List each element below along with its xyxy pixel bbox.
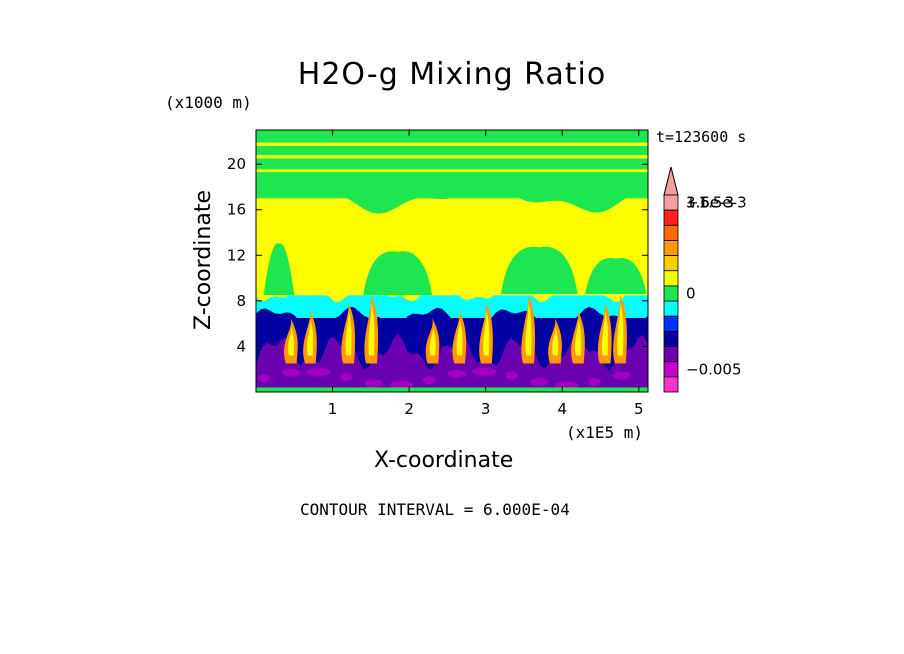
contour-band — [256, 169, 648, 173]
contour-band — [282, 368, 301, 377]
contour-band — [256, 285, 648, 303]
y-axis-unit-label: (x1000 m) — [165, 93, 252, 112]
contour-band — [612, 371, 631, 380]
contour-band — [554, 381, 579, 390]
contour-band — [368, 303, 375, 356]
colorbar-segment — [663, 361, 679, 378]
contour-band — [256, 142, 648, 146]
contour-band — [456, 319, 463, 356]
y-tick-label: 8 — [236, 292, 246, 310]
x-tick-label: 2 — [404, 400, 414, 418]
contour-band — [288, 327, 295, 356]
contour-band — [257, 374, 270, 383]
chart-title: H2O-g Mixing Ratio — [297, 57, 607, 92]
colorbar-label: −0.005 — [686, 360, 742, 378]
colorbar: 3.6e-31.5e-3 0 −1.5e-3 −0.005 — [663, 166, 747, 393]
time-label: t=123600 s — [656, 128, 747, 146]
contour-band — [389, 380, 414, 389]
colorbar-segment — [663, 240, 679, 257]
contour-band — [306, 368, 331, 377]
contour-band — [345, 311, 352, 356]
y-tick-label: 16 — [227, 201, 246, 219]
colorbar-label: 3.6e-3 — [686, 194, 734, 212]
contour-band — [363, 251, 433, 296]
colorbar-segment — [663, 255, 679, 272]
contour-band — [501, 246, 578, 295]
y-tick-label: 12 — [227, 246, 246, 264]
contour-interval-note: CONTOUR INTERVAL = 6.000E-04 — [300, 500, 570, 519]
contour-band — [256, 387, 648, 392]
colorbar-label: 1.5e-3 — [686, 194, 734, 212]
contour-band — [483, 311, 490, 356]
colorbar-segment — [663, 224, 679, 241]
x-tick-label: 5 — [634, 400, 644, 418]
contour-band — [601, 311, 609, 356]
colorbar-segment — [663, 209, 679, 226]
plot-frame — [255, 129, 649, 393]
y-tick-label: 4 — [236, 337, 246, 355]
y-ticks: 4 8 12 16 20 — [227, 155, 648, 355]
colorbar-label: −1.5e-3 — [686, 194, 747, 212]
colorbar-segment — [663, 376, 679, 393]
contour-band — [588, 377, 601, 386]
colorbar-segment — [663, 330, 679, 347]
contour-band — [423, 376, 436, 385]
colorbar-segment — [663, 346, 679, 363]
x-tick-label: 4 — [557, 400, 567, 418]
contour-band — [585, 258, 647, 295]
contour-band — [263, 243, 295, 296]
contour-band — [505, 371, 518, 380]
contour-band — [364, 379, 383, 388]
x-ticks: 1 2 3 4 5 — [328, 130, 644, 418]
contour-band — [552, 327, 559, 356]
contour-band — [256, 155, 648, 159]
contour-band — [617, 303, 624, 356]
contour-band — [472, 367, 497, 376]
contour-band — [525, 303, 532, 356]
colorbar-segment — [663, 315, 679, 332]
colorbar-segment — [663, 194, 679, 211]
colorbar-segment — [663, 270, 679, 287]
contour-field — [256, 130, 648, 392]
contour-band — [575, 319, 582, 356]
colorbar-segment — [663, 300, 679, 317]
colorbar-arrow — [663, 166, 679, 196]
contour-band — [340, 373, 353, 382]
contour-band — [429, 327, 436, 356]
x-tick-label: 1 — [328, 400, 338, 418]
contour-band — [307, 319, 314, 356]
x-tick-label: 3 — [481, 400, 491, 418]
contour-band — [530, 378, 549, 387]
colorbar-segment — [663, 285, 679, 302]
x-axis-label: X-coordinate — [374, 448, 514, 473]
y-tick-label: 20 — [227, 155, 246, 173]
colorbar-label: 0 — [686, 285, 696, 303]
x-axis-unit-label: (x1E5 m) — [566, 423, 644, 442]
contour-band — [256, 198, 648, 296]
contour-band — [447, 369, 466, 378]
